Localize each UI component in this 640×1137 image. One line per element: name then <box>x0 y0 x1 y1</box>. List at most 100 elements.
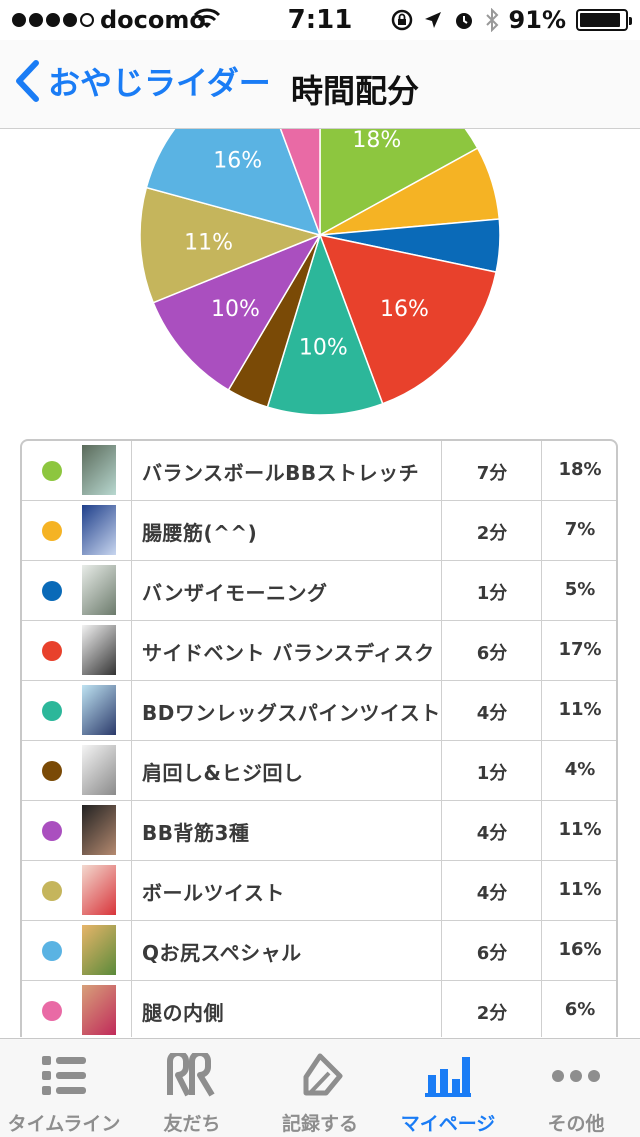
color-dot <box>42 581 62 601</box>
pie-slice <box>139 186 323 304</box>
table-row[interactable]: 肩回し&ヒジ回し 1分 4% <box>22 741 616 801</box>
alarm-icon <box>455 13 472 29</box>
exercise-thumbnail <box>82 685 116 735</box>
tab-more[interactable]: その他 <box>512 1039 640 1137</box>
exercise-percent: 5% <box>564 579 596 600</box>
exercise-percent: 11% <box>558 819 602 840</box>
exercise-name: ボールツイスト <box>142 881 285 905</box>
exercise-minutes: 4分 <box>476 883 508 904</box>
wifi-icon <box>193 8 221 36</box>
exercise-thumbnail <box>82 445 116 495</box>
exercise-name: BB背筋3種 <box>142 821 250 845</box>
pie-slice <box>318 233 498 405</box>
exercise-percent: 18% <box>558 459 602 480</box>
exercise-minutes: 7分 <box>476 463 508 484</box>
exercise-thumbnail <box>82 565 116 615</box>
signal-strength-icon <box>12 13 94 27</box>
exercise-percent: 11% <box>558 699 602 720</box>
pie-slice <box>152 233 322 392</box>
color-dot <box>42 701 62 721</box>
exercise-minutes: 2分 <box>476 1003 508 1024</box>
table-row[interactable]: Qお尻スペシャル 6分 16% <box>22 921 616 981</box>
pie-slice <box>266 232 384 416</box>
table-row[interactable]: バランスボールBBストレッチ 7分 18% <box>22 441 616 501</box>
tab-mypage[interactable]: マイページ <box>384 1039 512 1137</box>
pie-slice-label: 16% <box>213 149 262 174</box>
pie-slice-label: 10% <box>211 297 260 322</box>
exercise-name: 腸腰筋(^^) <box>142 521 258 545</box>
bluetooth-icon <box>485 8 498 32</box>
pie-slice-label: 11% <box>184 231 233 256</box>
tab-bar: タイムライン 友だち 記録する マイページ その他 <box>0 1038 640 1137</box>
carrier-name: docomo <box>100 6 206 34</box>
exercise-percent: 6% <box>564 999 596 1020</box>
tab-label: マイページ <box>400 1113 496 1135</box>
exercise-name: バランスボールBBストレッチ <box>142 461 420 485</box>
table-row[interactable]: 腸腰筋(^^) 2分 7% <box>22 501 616 561</box>
exercise-thumbnail <box>82 505 116 555</box>
exercise-percent: 16% <box>558 939 602 960</box>
pie-slice <box>145 129 322 237</box>
pie-slice <box>319 129 479 237</box>
record-icon <box>303 1053 343 1096</box>
exercise-percent: 17% <box>558 639 602 660</box>
tab-label: タイムライン <box>7 1113 121 1135</box>
exercise-thumbnail <box>82 625 116 675</box>
back-button[interactable]: おやじライダー <box>14 58 271 104</box>
color-dot <box>42 941 62 961</box>
status-time: 7:11 <box>287 5 353 35</box>
exercise-name: 腿の内側 <box>142 1001 224 1025</box>
exercise-name: 肩回し&ヒジ回し <box>142 761 304 785</box>
tab-record[interactable]: 記録する <box>256 1039 384 1137</box>
table-row[interactable]: 腿の内側 2分 6% <box>22 981 616 1037</box>
tab-label: その他 <box>547 1113 605 1135</box>
exercise-minutes: 1分 <box>476 583 508 604</box>
tab-timeline[interactable]: タイムライン <box>0 1039 128 1137</box>
chart-icon <box>425 1057 471 1097</box>
exercise-name: Qお尻スペシャル <box>142 941 302 965</box>
rotation-lock-icon <box>391 9 412 31</box>
color-dot <box>42 821 62 841</box>
table-row[interactable]: バンザイモーニング 1分 5% <box>22 561 616 621</box>
table-row[interactable]: BDワンレッグスパインツイスト 4分 11% <box>22 681 616 741</box>
exercise-minutes: 4分 <box>476 823 508 844</box>
tab-label: 記録する <box>281 1113 358 1135</box>
pie-chart-svg: 18% 16% 10% 10% 11% 16% <box>139 129 501 416</box>
list-icon <box>42 1056 86 1095</box>
exercise-name: BDワンレッグスパインツイスト <box>142 701 441 725</box>
page-title: 時間配分 <box>291 72 420 110</box>
back-button-label: おやじライダー <box>48 64 271 102</box>
tab-friends[interactable]: 友だち <box>128 1039 256 1137</box>
exercise-minutes: 6分 <box>476 643 508 664</box>
exercise-minutes: 1分 <box>476 763 508 784</box>
table-row[interactable]: ボールツイスト 4分 11% <box>22 861 616 921</box>
color-dot <box>42 761 62 781</box>
location-icon <box>424 12 441 28</box>
friends-icon <box>167 1053 215 1097</box>
table-row[interactable]: サイドベント バランスディスク 6分 17% <box>22 621 616 681</box>
exercise-thumbnail <box>82 745 116 795</box>
exercise-minutes: 4分 <box>476 703 508 724</box>
tab-label: 友だち <box>163 1113 221 1135</box>
navigation-bar: おやじライダー 時間配分 <box>0 40 640 129</box>
exercise-name: サイドベント バランスディスク <box>142 641 435 665</box>
exercise-thumbnail <box>82 985 116 1035</box>
exercise-percent: 4% <box>564 759 596 780</box>
chevron-left-icon <box>16 60 39 102</box>
column-divider <box>441 441 442 1037</box>
exercise-percent: 11% <box>558 879 602 900</box>
more-icon <box>552 1070 600 1082</box>
exercise-thumbnail <box>82 865 116 915</box>
pie-slice-label: 18% <box>352 129 401 153</box>
battery-percent: 91% <box>508 6 566 34</box>
pie-slice-label: 10% <box>299 336 348 361</box>
color-dot <box>42 521 62 541</box>
table-row[interactable]: BB背筋3種 4分 11% <box>22 801 616 861</box>
exercise-minutes: 6分 <box>476 943 508 964</box>
exercise-name: バンザイモーニング <box>142 581 328 605</box>
exercise-thumbnail <box>82 925 116 975</box>
color-dot <box>42 641 62 661</box>
color-dot <box>42 461 62 481</box>
column-divider <box>541 441 542 1037</box>
column-divider <box>131 441 132 1037</box>
